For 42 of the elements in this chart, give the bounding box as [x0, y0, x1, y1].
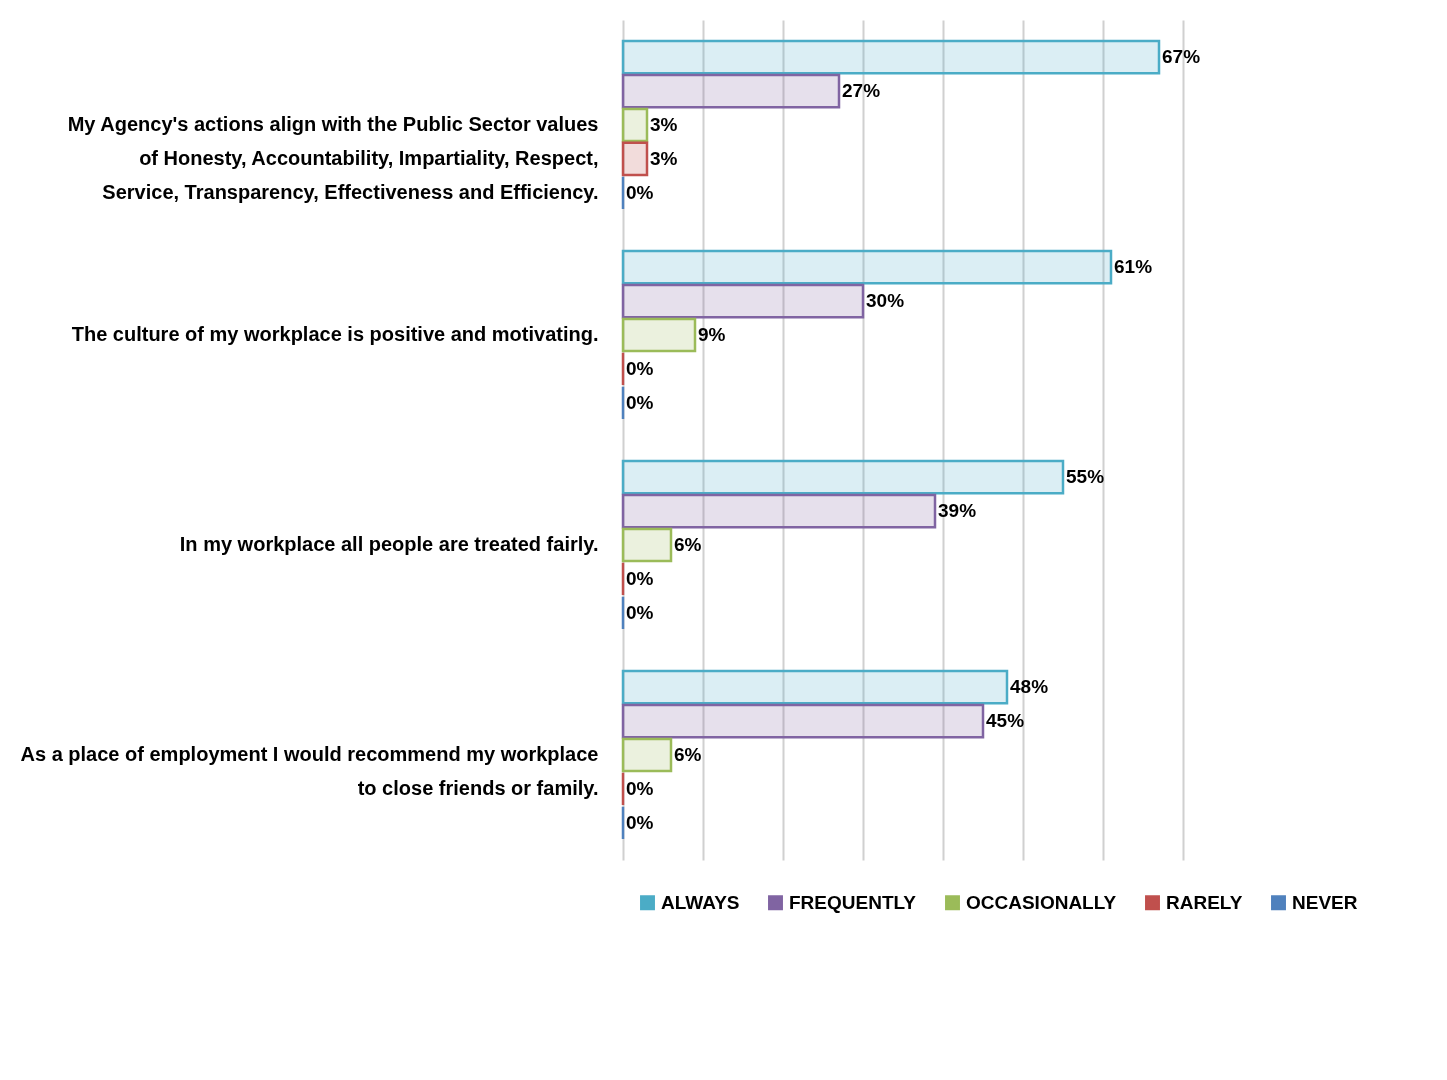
data-label: 48%: [1010, 676, 1049, 698]
legend-label: RARELY: [1166, 891, 1243, 913]
data-label: 0%: [626, 357, 654, 379]
bar: [621, 141, 649, 177]
data-label: 0%: [626, 391, 654, 413]
bar: [621, 459, 1065, 495]
data-label: 27%: [842, 80, 881, 102]
bar: [621, 73, 841, 109]
bar: [621, 737, 673, 773]
data-label: 45%: [986, 710, 1025, 732]
data-label: 6%: [674, 744, 702, 765]
bar: [621, 107, 649, 143]
data-label: 30%: [866, 290, 905, 312]
bar: [621, 317, 697, 353]
data-label: 6%: [674, 534, 702, 555]
bar: [621, 527, 673, 563]
y-tick-label: As a place of employment I would recommend my workplace to close friends or family.: [20, 743, 599, 799]
data-label: 39%: [938, 500, 977, 522]
data-label: 67%: [1162, 46, 1201, 68]
bar: [621, 283, 865, 319]
legend-label: OCCASIONALLY: [966, 891, 1117, 913]
bar: [621, 493, 937, 529]
data-label: 0%: [626, 181, 654, 203]
y-tick-label: In my workplace all people are treated fairly.: [179, 533, 599, 555]
y-tick-label: The culture of my workplace is positive and motivating.: [71, 323, 599, 345]
data-label: 55%: [1066, 466, 1105, 488]
data-label: 0%: [626, 567, 654, 589]
data-label: 3%: [650, 147, 678, 169]
data-label: 9%: [698, 324, 726, 345]
bar: [621, 703, 985, 739]
bar: [621, 39, 1161, 75]
bar: [621, 669, 1009, 705]
legend-label: ALWAYS: [661, 891, 740, 913]
data-label: 0%: [626, 601, 654, 623]
y-tick-label: My Agency's actions align with the Public Sector values of Honesty, Accountability, Impartiality, Respect, Service, Transparency, Effectiveness and Efficiency.: [67, 113, 599, 203]
legend-label: NEVER: [1292, 891, 1358, 913]
bar: [621, 249, 1113, 285]
data-label: 3%: [650, 114, 678, 135]
data-label: 0%: [626, 811, 654, 833]
data-label: 0%: [626, 777, 654, 799]
legend-label: FREQUENTLY: [789, 891, 917, 913]
data-label: 61%: [1114, 256, 1153, 278]
